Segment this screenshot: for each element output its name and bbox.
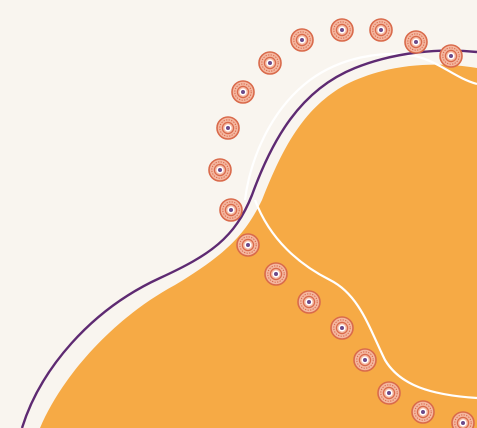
dot-circle-icon xyxy=(439,44,463,68)
dot-circle-icon xyxy=(231,80,255,104)
dot-circle-icon xyxy=(404,30,428,54)
dot-circle-icon xyxy=(236,233,260,257)
dot-circle-group xyxy=(208,18,475,428)
white-arc-line xyxy=(243,53,477,201)
dot-circle-icon xyxy=(290,28,314,52)
dot-circle-icon xyxy=(411,400,435,424)
white-curve-line xyxy=(253,199,477,400)
dot-circle-icon xyxy=(369,18,393,42)
dot-circle-icon xyxy=(451,411,475,428)
dot-circle-icon xyxy=(264,262,288,286)
dot-circle-icon xyxy=(353,348,377,372)
dot-circle-icon xyxy=(219,198,243,222)
dot-circle-icon xyxy=(377,381,401,405)
dot-circle-icon xyxy=(297,290,321,314)
dot-circle-icon xyxy=(330,18,354,42)
dot-circle-icon xyxy=(208,158,232,182)
dot-circle-icon xyxy=(216,116,240,140)
purple-outline-line xyxy=(20,49,477,428)
dot-circle-icon xyxy=(330,316,354,340)
dot-circle-icon xyxy=(258,51,282,75)
